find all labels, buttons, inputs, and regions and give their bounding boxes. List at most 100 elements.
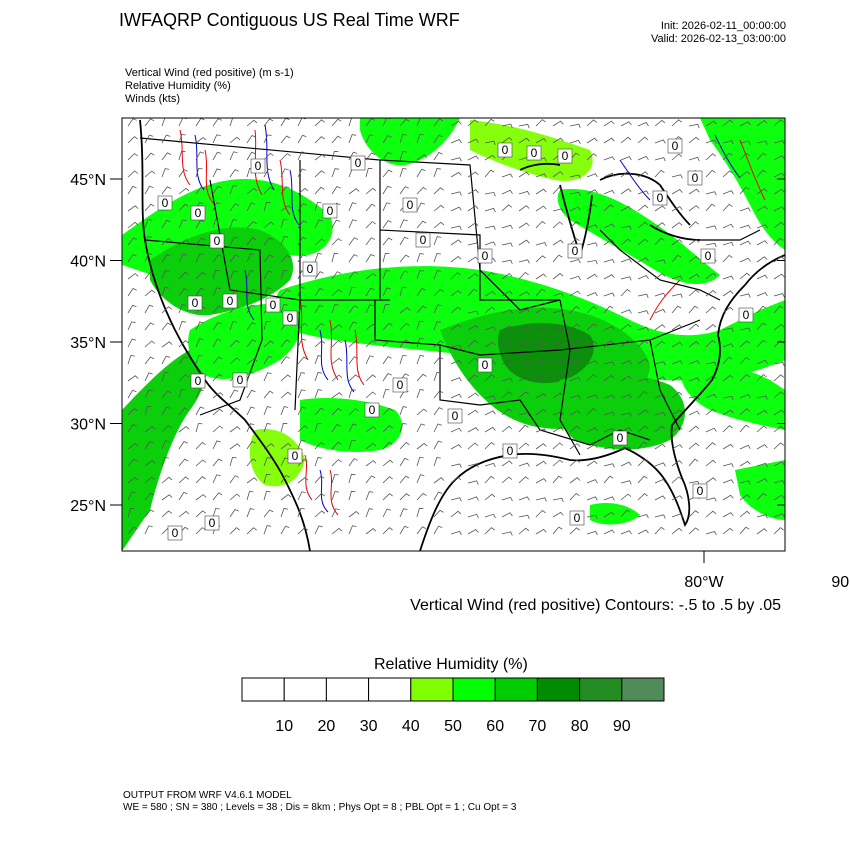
wind-barb xyxy=(620,188,632,195)
wind-barb xyxy=(416,220,427,229)
wind-barb xyxy=(671,460,683,467)
wind-barb xyxy=(518,137,530,144)
wind-barb xyxy=(501,309,513,314)
wind-barb xyxy=(178,407,189,416)
wind-barb xyxy=(586,496,598,501)
wind-barb xyxy=(433,457,441,467)
wind-barb xyxy=(518,514,530,520)
wind-barb xyxy=(535,528,547,535)
wind-barb xyxy=(484,513,496,519)
wind-barb xyxy=(671,254,682,263)
wind-barb xyxy=(620,205,632,212)
wind-barb xyxy=(297,322,308,331)
wind-barb xyxy=(705,477,717,484)
wind-barb xyxy=(569,221,580,229)
wind-barb xyxy=(331,473,339,484)
wind-barb xyxy=(161,152,172,161)
wind-barb xyxy=(688,410,700,416)
wind-barb xyxy=(586,407,597,416)
colorbar-swatch xyxy=(536,677,581,702)
wind-barb xyxy=(212,356,223,365)
wind-barb xyxy=(212,287,221,297)
wind-barb xyxy=(620,288,631,297)
wind-barb xyxy=(654,205,666,212)
wind-barb xyxy=(705,408,717,416)
wind-barb xyxy=(365,391,377,399)
wind-barb xyxy=(195,271,206,280)
wind-barb xyxy=(773,442,785,450)
wind-barb xyxy=(348,305,359,314)
wind-barb xyxy=(195,321,204,331)
wind-barb xyxy=(212,492,223,501)
wind-barb xyxy=(467,155,479,161)
wind-barb xyxy=(399,307,411,314)
wind-barb xyxy=(195,338,204,348)
wind-barb xyxy=(161,134,171,144)
wind-barb xyxy=(144,372,153,382)
wind-barb xyxy=(161,287,169,297)
wind-barb xyxy=(535,509,546,518)
wind-barb xyxy=(722,512,734,518)
wind-barb xyxy=(739,374,750,382)
wind-barb xyxy=(382,252,390,263)
wind-barb xyxy=(382,459,394,467)
wind-barb xyxy=(671,188,683,195)
wind-barb xyxy=(229,321,237,331)
wind-barb xyxy=(450,239,462,246)
wind-barb xyxy=(229,254,240,263)
wind-barb xyxy=(467,442,479,450)
wind-barb xyxy=(552,254,563,263)
wind-barb xyxy=(518,391,530,399)
colorbar-swatch xyxy=(368,677,412,702)
wind-barb xyxy=(297,389,306,399)
wind-barb xyxy=(195,136,207,144)
wind-barb xyxy=(450,530,462,536)
wind-barb xyxy=(229,136,241,144)
wind-barb xyxy=(314,287,324,297)
wind-barb xyxy=(620,309,632,314)
wind-barb xyxy=(518,190,530,196)
colorbar-label: 20 xyxy=(318,718,336,735)
wind-barb xyxy=(773,323,785,331)
wind-barb xyxy=(382,202,391,212)
wind-barb xyxy=(705,427,717,433)
colorbar-swatch xyxy=(410,677,454,702)
wind-barb xyxy=(552,341,564,348)
wind-barb xyxy=(671,206,683,212)
wind-barb xyxy=(450,139,462,144)
wind-barb xyxy=(484,169,495,178)
wind-barb xyxy=(603,361,615,366)
wind-barb xyxy=(433,321,442,331)
wind-barb xyxy=(331,135,342,144)
wind-barb xyxy=(297,168,307,178)
wind-barb xyxy=(399,525,409,535)
contour-label-box xyxy=(190,373,206,389)
wind-barb xyxy=(382,356,392,365)
wind-barb xyxy=(552,221,564,229)
wind-barb xyxy=(144,152,155,161)
wind-barb xyxy=(297,287,305,297)
contour-label: 0 xyxy=(574,511,581,525)
wind-barb xyxy=(144,170,156,178)
wind-barb xyxy=(484,462,496,468)
wind-barb xyxy=(705,203,716,212)
wind-barb xyxy=(688,377,700,382)
wind-barb xyxy=(212,373,223,382)
wind-barb xyxy=(416,270,424,280)
wind-barb xyxy=(654,292,666,297)
contour-label: 0 xyxy=(172,526,179,540)
contour-label-box xyxy=(652,190,668,206)
wind-barb xyxy=(297,304,307,314)
wind-barb xyxy=(535,478,547,484)
wind-barb xyxy=(433,304,442,314)
wind-barb xyxy=(348,374,360,382)
wind-barb xyxy=(603,223,615,229)
wind-barb xyxy=(161,341,173,348)
wind-barb xyxy=(671,409,683,416)
wind-barb xyxy=(688,510,699,518)
wind-barb xyxy=(569,259,581,264)
wind-barb xyxy=(603,326,615,331)
wind-barb xyxy=(739,526,750,535)
wind-barb xyxy=(705,153,717,161)
wind-barb xyxy=(178,133,186,144)
